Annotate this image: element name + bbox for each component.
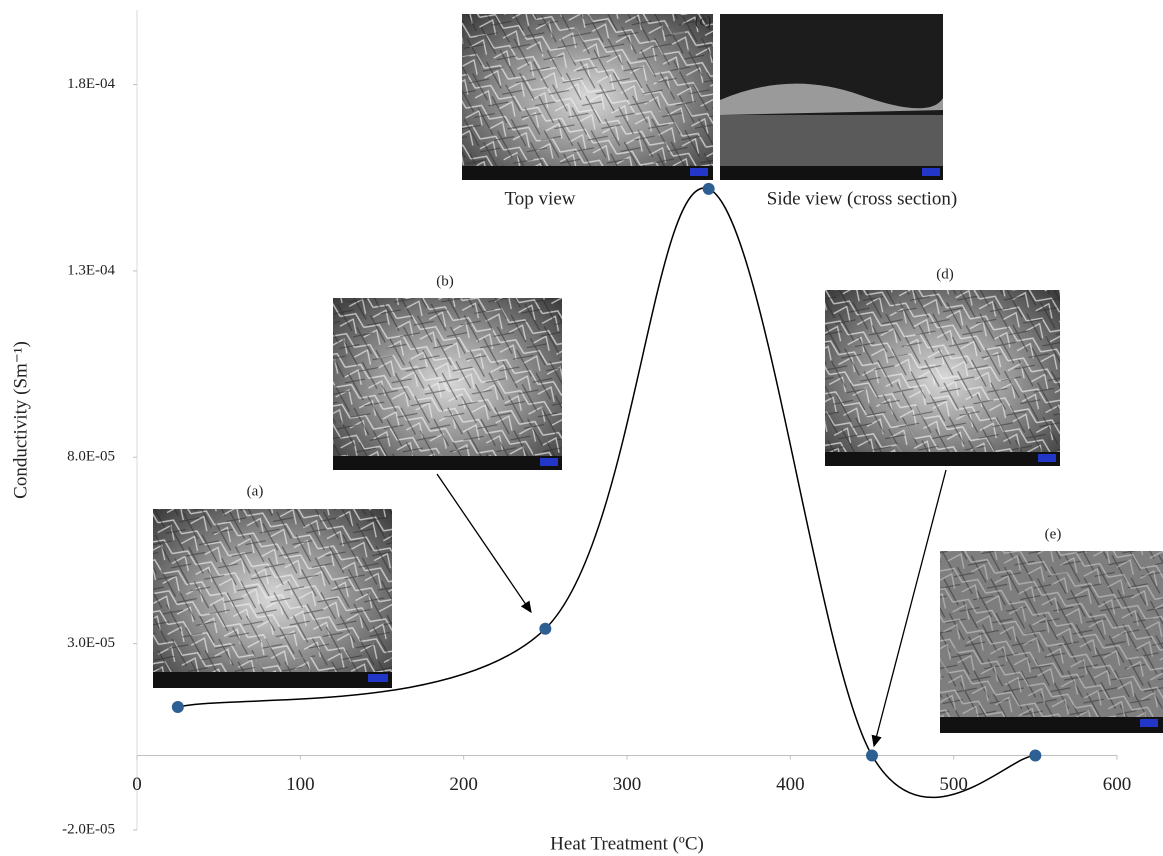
y-tick-label: 3.0E-05 (67, 635, 115, 651)
sem-image-b (333, 298, 562, 470)
point (703, 183, 715, 195)
x-tick-label: 400 (776, 774, 805, 795)
sem-image-a (153, 509, 392, 688)
sem-images (153, 14, 1163, 733)
y-tick-label: 8.0E-05 (67, 449, 115, 465)
chart: -2.0E-05 3.0E-05 8.0E-05 1.3E-04 1.8E-04 0 100… (0, 0, 1163, 856)
annotation: (c) (695, 13, 712, 29)
sem-image-d (825, 290, 1060, 466)
x-tick-label: 200 (449, 774, 478, 795)
arrow (874, 470, 946, 746)
x-axis-label: Heat Treatment (ºC) (550, 833, 704, 854)
sem-image-e (940, 551, 1163, 733)
x-tick-label: 0 (132, 774, 142, 795)
arrow (437, 474, 531, 612)
annotation: (e) (1045, 526, 1062, 542)
y-tick-label: 1.8E-04 (67, 76, 115, 92)
y-axis-label: Conductivity (Sm⁻¹) (10, 341, 31, 499)
annotation: (b) (436, 273, 454, 289)
point (866, 749, 878, 761)
point (539, 623, 551, 635)
x-tick-label: 100 (286, 774, 315, 795)
point (1029, 749, 1041, 761)
y-tick-label: -2.0E-05 (62, 821, 115, 837)
point (172, 701, 184, 713)
annotation: (d) (936, 266, 954, 282)
annotation: (a) (247, 483, 264, 499)
sem-image-top (462, 14, 713, 180)
annotation: Top view (505, 188, 576, 209)
annotation: Side view (cross section) (767, 188, 957, 209)
x-tick-label: 600 (1103, 774, 1132, 795)
sem-image-side (720, 14, 943, 180)
line (178, 188, 1036, 797)
y-tick-label: 1.3E-04 (67, 262, 115, 278)
x-tick-label: 300 (613, 774, 642, 795)
